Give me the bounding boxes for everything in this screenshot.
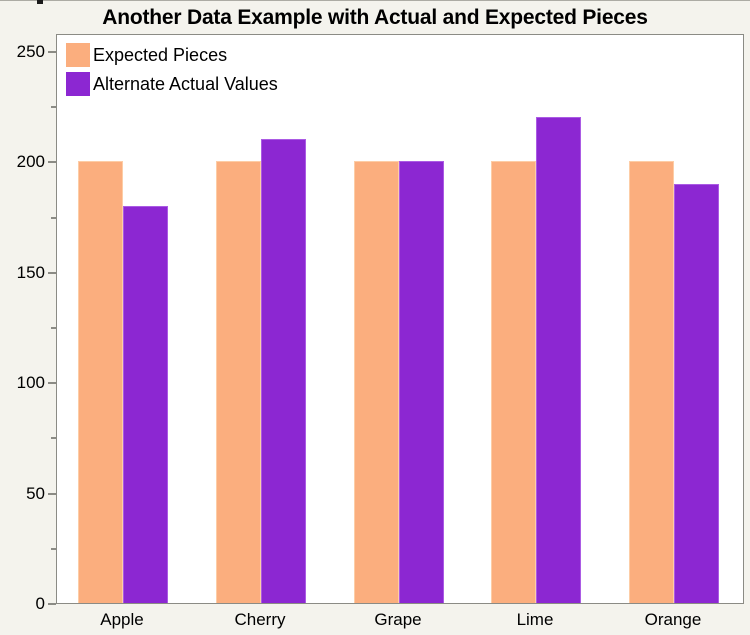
bar-alternate-actual-values-apple[interactable] [123,205,168,603]
y-tick-label: 200 [16,152,45,172]
bar-expected-pieces-lime[interactable] [491,161,536,603]
top-edge-mark [37,0,43,4]
y-major-tick [48,492,56,495]
x-category-label-apple: Apple [100,610,144,629]
bar-expected-pieces-orange[interactable] [629,161,674,603]
y-minor-tick [51,327,56,329]
y-tick-label: 50 [26,483,45,503]
legend: Expected Pieces Alternate Actual Values [66,43,278,101]
x-category-label-orange: Orange [644,610,702,629]
plot-area: Expected Pieces Alternate Actual Values [56,34,744,604]
y-major-tick [48,271,56,274]
y-minor-tick [51,437,56,440]
y-tick-label: 150 [16,262,45,282]
y-major-tick [48,603,56,605]
bar-expected-pieces-cherry[interactable] [216,161,261,603]
legend-swatch-alternate-actual-values[interactable] [66,72,90,96]
x-category-label-lime: Lime [516,610,554,629]
y-tick-label: 100 [16,373,45,393]
legend-swatch-expected-pieces[interactable] [66,43,90,67]
x-category-label-cherry: Cherry [234,610,286,629]
bar-alternate-actual-values-grape[interactable] [399,161,444,603]
y-minor-tick [51,547,56,550]
y-minor-tick [51,106,56,109]
bar-expected-pieces-grape[interactable] [354,161,399,603]
chart-title: Another Data Example with Actual and Exp… [102,6,648,29]
y-tick-label: 250 [16,42,45,61]
top-edge-line [0,0,750,1]
bar-alternate-actual-values-lime[interactable] [536,117,581,603]
x-category-label-grape: Grape [374,610,422,629]
legend-row: Alternate Actual Values [66,72,278,96]
bar-alternate-actual-values-orange[interactable] [674,183,719,603]
y-major-tick [48,161,56,164]
legend-label: Expected Pieces [93,44,228,65]
y-major-tick [48,382,56,385]
legend-row: Expected Pieces [66,43,278,67]
y-major-tick [48,51,56,53]
y-tick-label: 0 [35,594,45,613]
y-minor-tick [51,216,56,219]
bar-expected-pieces-apple[interactable] [78,161,123,603]
bar-alternate-actual-values-cherry[interactable] [261,139,306,603]
legend-label: Alternate Actual Values [93,73,278,94]
